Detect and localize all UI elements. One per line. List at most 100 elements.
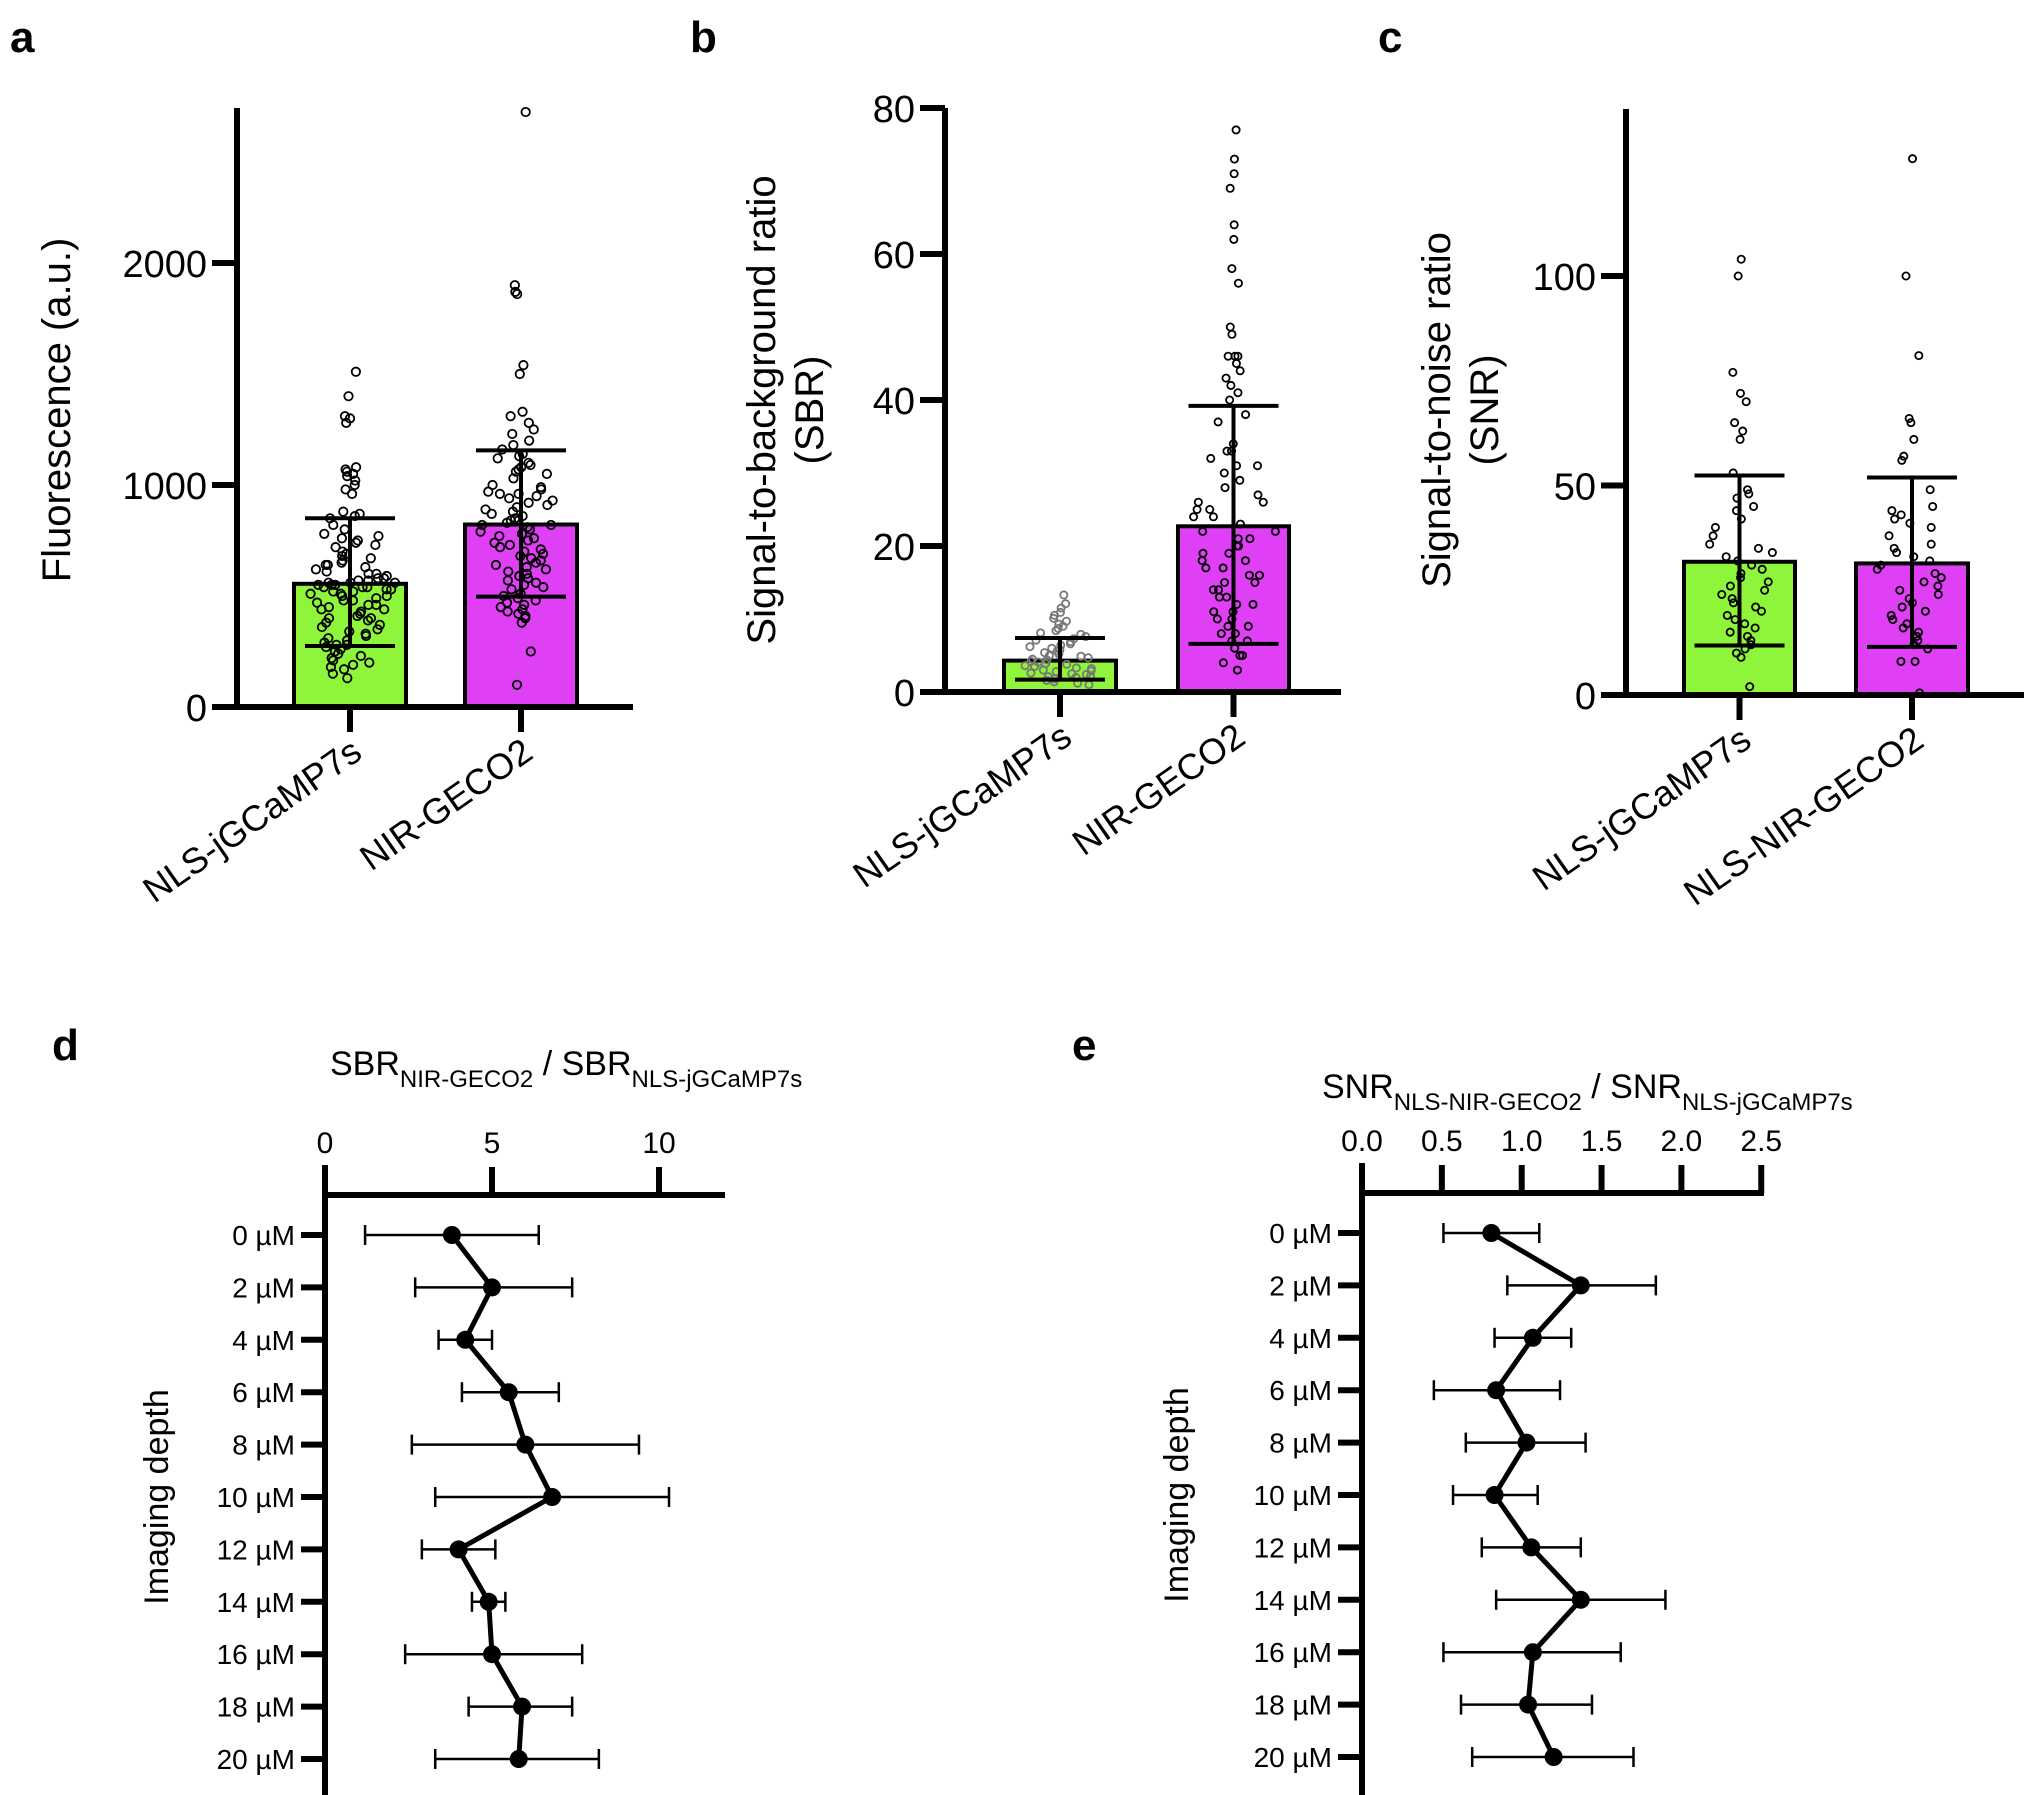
data-point (1213, 417, 1223, 427)
data-point (1254, 570, 1264, 580)
data-point (372, 624, 383, 635)
depth-label: 6 µM (1269, 1375, 1332, 1406)
data-point (1735, 434, 1745, 444)
title-denominator-subscript: NLS-jGCaMP7s (1682, 1089, 1853, 1116)
data-point (523, 417, 534, 428)
data-point (1485, 1486, 1504, 1504)
data-point (1221, 373, 1231, 383)
data-point (362, 582, 373, 593)
panel-letter-a: a (10, 13, 35, 62)
category-label: NIR-GECO2 (352, 730, 539, 878)
data-point (502, 575, 513, 586)
data-point (1189, 512, 1199, 522)
data-point (318, 582, 329, 593)
data-point (360, 630, 372, 642)
data-point (524, 524, 536, 535)
data-point (1020, 661, 1030, 671)
x-tick-label: 0 (317, 1127, 334, 1160)
depth-label: 10 µM (1254, 1480, 1332, 1511)
data-point (373, 530, 384, 542)
data-point (517, 406, 528, 417)
data-point (525, 646, 536, 657)
data-point (1208, 585, 1218, 595)
data-point (1919, 577, 1929, 587)
y-axis-title: Fluorescence (a.u.) (35, 238, 79, 583)
x-tick-label: 0.5 (1421, 1125, 1463, 1158)
data-point (1248, 599, 1258, 609)
data-point (1232, 665, 1242, 675)
data-point (540, 564, 552, 575)
data-point (1741, 397, 1751, 407)
x-tick-label: 10 (642, 1127, 675, 1160)
data-point (1933, 589, 1943, 599)
data-point (381, 584, 392, 595)
data-point (339, 411, 351, 422)
data-point (1743, 485, 1753, 495)
data-point (1038, 665, 1048, 675)
data-point (1901, 271, 1911, 281)
x-tick-label: 2.0 (1661, 1125, 1703, 1158)
data-point (1920, 606, 1930, 616)
data-point (492, 453, 503, 464)
data-point (477, 519, 488, 531)
data-point (1229, 220, 1239, 230)
data-point (1061, 599, 1071, 609)
data-point (320, 559, 331, 571)
data-point (1728, 598, 1738, 608)
data-point (511, 679, 523, 690)
data-point (442, 1226, 461, 1244)
data-point (1523, 1643, 1542, 1662)
x-tick-label: 5 (484, 1127, 501, 1160)
data-point (1747, 560, 1757, 570)
data-point (508, 439, 519, 451)
data-point (378, 573, 390, 584)
data-point (494, 488, 506, 499)
data-point (530, 557, 542, 568)
data-point (545, 519, 557, 531)
data-point (1036, 628, 1046, 638)
y-tick-label: 20 (873, 527, 915, 569)
data-point (449, 1540, 468, 1559)
data-point (1884, 531, 1894, 541)
y-tick-label: 0 (894, 673, 915, 715)
title-divider: / (533, 1045, 561, 1083)
data-point (1250, 578, 1260, 588)
title-denominator-subscript: NLS-jGCaMP7s (632, 1066, 803, 1093)
data-point (362, 615, 374, 626)
data-point (1888, 615, 1898, 625)
x-tick-label: 0.0 (1341, 1125, 1383, 1158)
data-point (339, 524, 350, 535)
data-point (1229, 154, 1239, 164)
data-point (1913, 627, 1923, 637)
data-point (1026, 668, 1036, 678)
data-point (1218, 658, 1228, 668)
data-point (355, 650, 367, 662)
data-point (342, 471, 353, 482)
data-point (348, 468, 359, 479)
data-point (510, 286, 521, 297)
depth-label: 6 µM (232, 1377, 295, 1408)
data-point (1736, 254, 1746, 264)
y-tick-label: 0 (186, 688, 207, 730)
data-point (1519, 1695, 1538, 1714)
data-point (1925, 556, 1935, 566)
data-point (338, 595, 349, 606)
data-point (352, 610, 363, 622)
data-point (1235, 475, 1245, 485)
y-axis-title: Signal-to-noise ratio (SNR) (1415, 232, 1507, 588)
y-axis-title-line-2: (SNR) (1463, 354, 1507, 465)
data-point (507, 428, 518, 440)
data-point (349, 479, 360, 491)
depth-label: 2 µM (232, 1272, 295, 1303)
data-point (1258, 497, 1268, 507)
data-point (1757, 564, 1767, 574)
data-point (325, 661, 337, 673)
category-label: NLS-jGCaMP7s (845, 715, 1078, 895)
data-point (1049, 613, 1059, 623)
data-point (1216, 629, 1226, 639)
data-point (381, 590, 392, 602)
data-point (1909, 434, 1919, 444)
data-point (1926, 539, 1936, 549)
data-point (543, 1488, 562, 1506)
